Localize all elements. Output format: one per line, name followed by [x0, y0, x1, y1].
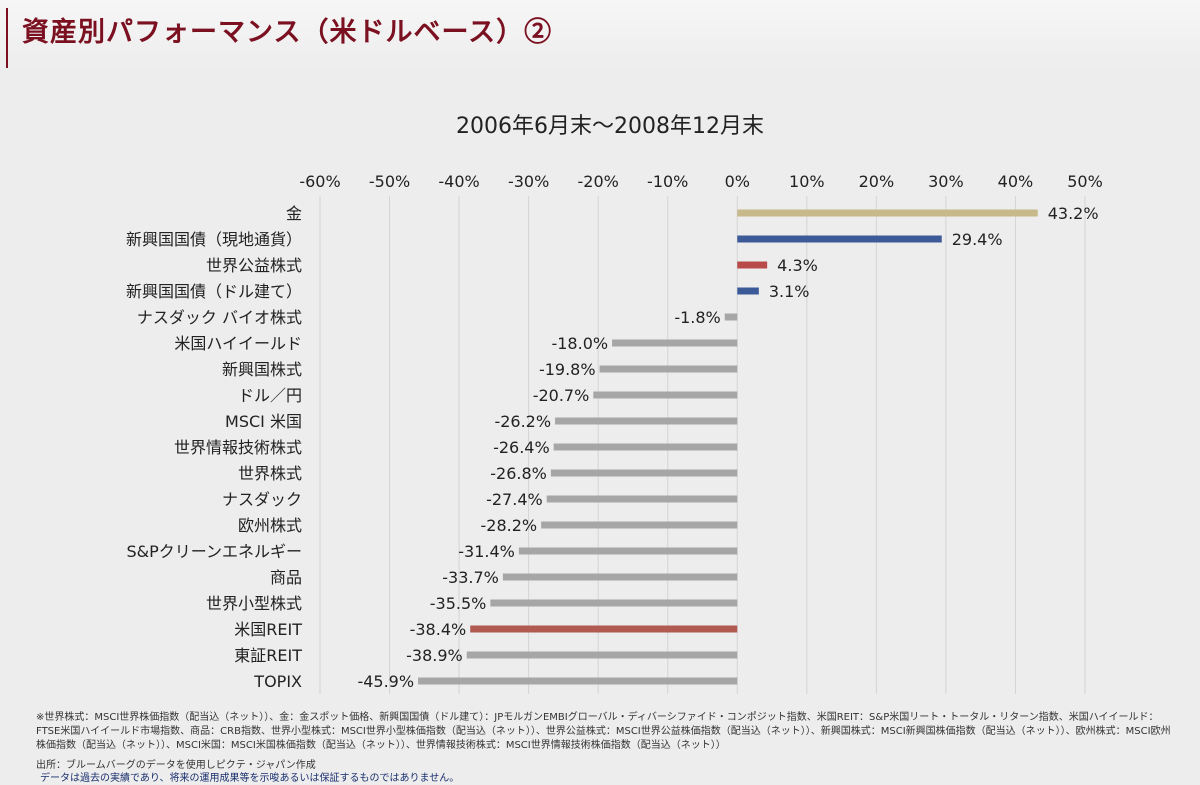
- data-label: -28.2%: [481, 516, 538, 535]
- x-tick-label: 30%: [928, 172, 964, 191]
- x-tick-label: 0%: [725, 172, 750, 191]
- bar: [470, 625, 738, 633]
- category-label: ドル／円: [238, 386, 302, 405]
- data-label: -26.8%: [490, 464, 547, 483]
- category-label: 新興国国債（ドル建て）: [126, 282, 302, 301]
- x-tick-label: -50%: [369, 172, 410, 191]
- bar: [418, 677, 738, 685]
- data-label: 3.1%: [769, 282, 810, 301]
- bar: [553, 443, 738, 451]
- x-tick-label: -20%: [578, 172, 619, 191]
- data-label: -33.7%: [442, 568, 499, 587]
- x-tick-label: -10%: [647, 172, 688, 191]
- bar: [593, 391, 738, 399]
- data-label: -20.7%: [533, 386, 590, 405]
- x-tick-label: -40%: [438, 172, 479, 191]
- category-label: 欧州株式: [238, 516, 302, 535]
- category-label: ナスダック: [222, 490, 302, 509]
- category-label: 金: [286, 204, 302, 223]
- data-label: -35.5%: [430, 594, 487, 613]
- x-tick-label: 10%: [789, 172, 825, 191]
- data-label: -38.9%: [406, 646, 463, 665]
- category-label: 世界情報技術株式: [174, 438, 302, 457]
- category-label: 商品: [270, 568, 302, 587]
- bar: [737, 287, 759, 295]
- bar: [737, 209, 1038, 217]
- bar: [490, 599, 738, 607]
- bar-chart: -60% -50% -40% -30% -20% -10% 0% 10% 20% 30% 40% 50…: [126, 172, 1103, 694]
- category-label: 米国ハイイールド: [174, 334, 302, 353]
- data-label: 4.3%: [777, 256, 818, 275]
- data-label: -19.8%: [539, 360, 596, 379]
- header-accent-rule: [6, 8, 8, 68]
- bar: [724, 313, 738, 321]
- data-label: -26.2%: [494, 412, 551, 431]
- data-label: -45.9%: [357, 672, 414, 691]
- chart-title: 2006年6月末～2008年12月末: [456, 114, 764, 139]
- bar: [546, 495, 738, 503]
- source-note: 出所：ブルームバーグのデータを使用しピクテ・ジャパン作成: [36, 760, 316, 771]
- bar: [612, 339, 738, 347]
- x-tick-label: -30%: [508, 172, 549, 191]
- category-label: 新興国国債（現地通貨）: [126, 230, 302, 249]
- data-label: -27.4%: [486, 490, 543, 509]
- data-label: 29.4%: [952, 230, 1003, 249]
- slide-header: 資産別パフォーマンス（米ドルベース）②: [0, 0, 1200, 70]
- x-tick-label: 50%: [1067, 172, 1103, 191]
- bar: [555, 417, 738, 425]
- bar: [737, 235, 942, 243]
- category-label: 新興国株式: [222, 360, 302, 379]
- index-footnote: ※世界株式：MSCI世界株価指数（配当込（ネット））、金：金スポット価格、新興国…: [36, 712, 1171, 751]
- bar: [466, 651, 738, 659]
- bar: [518, 547, 738, 555]
- category-label: MSCI 米国: [225, 412, 302, 431]
- category-label: S&Pクリーンエネルギー: [127, 542, 302, 561]
- data-label: -31.4%: [458, 542, 515, 561]
- data-label: -1.8%: [674, 308, 720, 327]
- x-tick-label: 20%: [859, 172, 895, 191]
- category-label: 世界株式: [238, 464, 302, 483]
- slide-title: 資産別パフォーマンス（米ドルベース）②: [22, 17, 553, 48]
- category-label: 世界公益株式: [206, 256, 302, 275]
- x-tick-label: -60%: [299, 172, 340, 191]
- bar: [541, 521, 738, 529]
- x-tick-label: 40%: [998, 172, 1034, 191]
- data-label: 43.2%: [1048, 204, 1099, 223]
- bar: [502, 573, 738, 581]
- category-label: 米国REIT: [234, 620, 302, 639]
- category-label: 東証REIT: [234, 646, 302, 665]
- data-label: -18.0%: [551, 334, 608, 353]
- data-label: -26.4%: [493, 438, 550, 457]
- bar: [599, 365, 738, 373]
- data-label: -38.4%: [410, 620, 467, 639]
- category-label: ナスダック バイオ株式: [137, 308, 302, 327]
- bar: [550, 469, 738, 477]
- bar: [737, 261, 768, 269]
- disclaimer-note: データは過去の実績であり、将来の運用成果等を示唆あるいは保証するものではありませ…: [40, 773, 460, 784]
- category-label: 世界小型株式: [206, 594, 302, 613]
- category-label: TOPIX: [253, 672, 302, 691]
